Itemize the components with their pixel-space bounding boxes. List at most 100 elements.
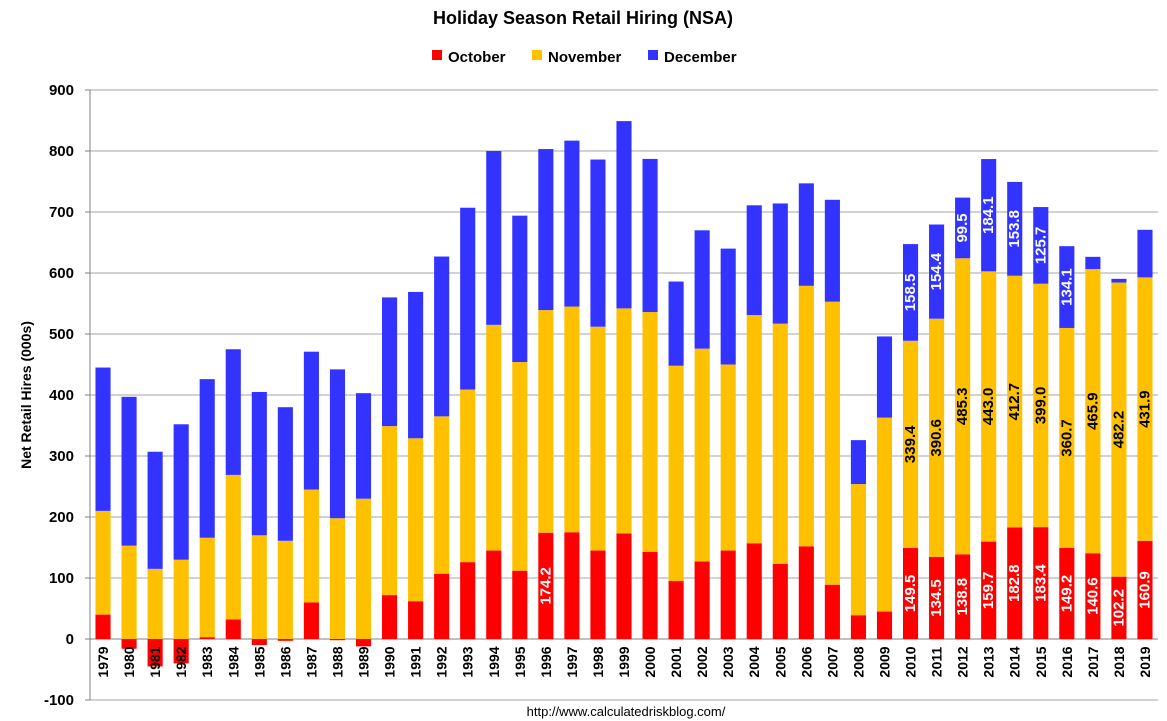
bar-october-2016 [1059, 547, 1075, 639]
data-label-december-2012: 99.5 [954, 213, 971, 242]
bar-november-2010 [902, 340, 919, 548]
bar-december-2015 [1033, 207, 1049, 284]
x-tick-label-1998: 1998 [590, 646, 606, 677]
y-tick-label: 200 [49, 509, 74, 526]
data-label-october-2016: 149.2 [1058, 575, 1075, 613]
y-tick-label: -100 [44, 692, 74, 709]
bar-october-2017 [1085, 553, 1101, 639]
data-label-december-2015: 125.7 [1032, 227, 1049, 265]
bar-december-2017 [1085, 256, 1101, 270]
bar-november-1999 [616, 308, 632, 534]
x-tick-label-2019: 2019 [1137, 646, 1153, 677]
bar-october-2012 [955, 554, 971, 639]
data-label-november-2010: 339.4 [902, 425, 919, 463]
x-tick-label-1982: 1982 [173, 646, 189, 677]
bar-november-1990 [382, 426, 398, 596]
bar-december-1993 [460, 207, 476, 390]
bar-december-1997 [564, 140, 580, 307]
data-label-december-2013: 184.1 [980, 196, 997, 234]
bar-october-2015 [1033, 527, 1049, 639]
bar-december-1988 [329, 369, 346, 519]
bar-december-1979 [95, 367, 111, 511]
bar-october-2010 [902, 547, 919, 639]
bar-october-1986 [277, 639, 293, 641]
bar-october-1993 [460, 562, 476, 639]
bar-december-2010 [902, 244, 919, 341]
bar-november-1988 [329, 518, 346, 639]
bar-november-2019 [1137, 277, 1153, 541]
bar-november-2001 [668, 365, 684, 582]
bar-october-2006 [798, 546, 814, 639]
bar-november-1989 [355, 498, 372, 639]
bar-december-2004 [746, 205, 762, 316]
legend-swatch-october [432, 50, 442, 60]
x-tick-label-1985: 1985 [251, 646, 267, 677]
data-label-november-2013: 443.0 [980, 388, 997, 426]
bar-october-1996 [538, 532, 554, 639]
x-tick-label-1986: 1986 [277, 646, 293, 677]
bar-november-2016 [1059, 327, 1075, 548]
bar-november-1980 [121, 545, 137, 639]
bar-december-1982 [173, 424, 189, 560]
bar-december-2016 [1059, 246, 1075, 328]
bar-december-2012 [955, 197, 971, 259]
data-label-october-2012: 138.8 [954, 578, 971, 616]
bars [95, 121, 1153, 667]
bar-december-2003 [720, 248, 736, 365]
bar-october-2004 [746, 543, 762, 639]
x-tick-label-2012: 2012 [955, 646, 971, 677]
bar-november-1997 [564, 306, 580, 533]
x-tick-label-2018: 2018 [1111, 646, 1127, 677]
bar-december-2019 [1137, 229, 1153, 278]
data-label-november-2014: 412.7 [1006, 383, 1023, 421]
x-tick-label-2005: 2005 [772, 646, 788, 677]
x-tick-label-1979: 1979 [95, 646, 111, 677]
x-tick-label-2000: 2000 [642, 646, 658, 677]
data-label-october-2010: 149.5 [902, 575, 919, 613]
data-label-october-2013: 159.7 [980, 572, 997, 610]
bar-november-2007 [824, 301, 840, 585]
bar-october-1989 [355, 639, 372, 647]
bar-october-2008 [850, 615, 866, 639]
x-tick-label-2004: 2004 [746, 646, 762, 677]
legend-swatch-november [532, 50, 542, 60]
bar-november-2008 [850, 484, 866, 616]
y-axis-ticks: 900 800 700 600 500 400 300 200 100 0 -100 [44, 82, 74, 709]
bar-october-2013 [981, 541, 997, 639]
legend-swatch-december [648, 50, 658, 60]
bar-december-1986 [277, 407, 293, 541]
bar-november-2006 [798, 285, 814, 547]
bar-november-2000 [642, 312, 658, 552]
x-tick-label-1995: 1995 [512, 646, 528, 677]
bar-october-2014 [1007, 527, 1023, 639]
bar-october-1985 [251, 639, 267, 646]
bar-december-1989 [355, 393, 372, 499]
x-tick-label-1996: 1996 [538, 646, 554, 677]
x-tick-label-2014: 2014 [1007, 646, 1023, 677]
bar-december-1991 [408, 291, 424, 439]
legend-label-december: December [664, 49, 737, 66]
y-tick-label: 700 [49, 204, 74, 221]
bar-december-2011 [929, 224, 945, 319]
bar-october-1987 [303, 602, 319, 639]
bar-december-1996 [538, 149, 554, 311]
data-label-october-2019: 160.9 [1136, 571, 1153, 609]
bar-october-2002 [694, 561, 710, 639]
bar-november-1991 [408, 438, 424, 602]
bar-october-1990 [382, 595, 398, 639]
bar-october-2007 [824, 584, 840, 639]
bar-november-1981 [147, 568, 163, 639]
bar-november-2009 [876, 417, 893, 612]
bar-november-2012 [955, 258, 971, 555]
bar-november-1985 [251, 535, 267, 639]
x-axis-ticks: 1979 1980 1981 1982 1983 1984 1985 1986 1987 1988… [95, 646, 1153, 677]
bar-december-2013 [981, 159, 997, 272]
bar-november-1979 [95, 510, 111, 615]
bar-october-1999 [616, 533, 632, 639]
x-tick-label-2011: 2011 [929, 647, 945, 678]
data-label-october-2011: 134.5 [928, 579, 945, 617]
bar-december-2014 [1007, 181, 1023, 276]
bar-december-2005 [772, 203, 788, 324]
data-label-november-2011: 390.6 [928, 419, 945, 457]
